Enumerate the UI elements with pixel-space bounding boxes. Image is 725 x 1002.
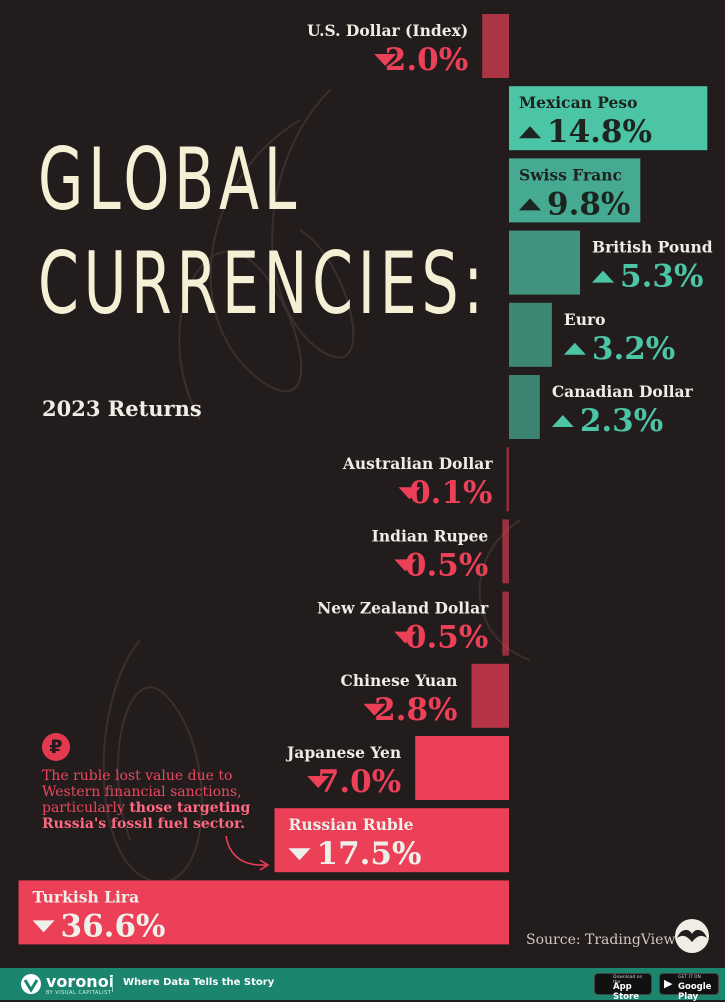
bar (509, 86, 708, 151)
bar (509, 302, 552, 367)
bar (471, 663, 509, 728)
category-label: British Pound (592, 238, 713, 257)
google-play-button[interactable]: ▶ GET IT ON Google Play (659, 973, 719, 1002)
bar-group: Chinese Yuan 2.8% (341, 663, 509, 728)
annotation-arrow-icon (225, 835, 270, 871)
bar (506, 447, 509, 512)
bar-group: Canadian Dollar 2.3% (509, 375, 694, 439)
category-label: Chinese Yuan (341, 671, 458, 690)
voronoi-logo-icon (21, 974, 41, 994)
chart-subtitle: 2023 Returns (42, 396, 202, 421)
bar-group: Russian Ruble 17.5% (274, 808, 509, 873)
value-label: 2.3% (580, 403, 663, 439)
category-label: Australian Dollar (342, 454, 493, 473)
value-label: 3.2% (592, 331, 675, 367)
bar-group: Turkish Lira 36.6% (18, 880, 510, 945)
bar (509, 158, 641, 223)
category-label: Mexican Peso (519, 93, 637, 112)
footer-bar: voronoi BY VISUAL CAPITALIST Where Data … (0, 968, 725, 1002)
footer-tagline: Where Data Tells the Story (123, 977, 275, 988)
bar-group: Japanese Yen 7.0% (285, 736, 509, 800)
category-label: Euro (564, 310, 606, 329)
bar (274, 808, 509, 873)
bar-group: Mexican Peso 14.8% (509, 86, 708, 151)
category-label: Canadian Dollar (552, 382, 694, 401)
category-label: New Zealand Dollar (317, 599, 489, 618)
chart-title: GLOBAL CURRENCIES: (38, 128, 488, 336)
app-store-small-label: Download on the (613, 975, 643, 985)
bar-group: U.S. Dollar (Index) 2.0% (307, 14, 509, 78)
down-arrow-icon (374, 54, 397, 66)
bar (509, 375, 540, 439)
bar-group: Indian Rupee 0.5% (372, 519, 509, 584)
down-arrow-icon (307, 776, 330, 788)
title-line-1: GLOBAL (38, 130, 302, 230)
bar-group: Australian Dollar 0.1% (342, 447, 509, 512)
bar-group: Euro 3.2% (509, 302, 675, 367)
up-arrow-icon (519, 198, 541, 211)
value-label: 14.8% (547, 114, 652, 150)
down-arrow-icon (394, 631, 417, 644)
up-arrow-icon (563, 342, 586, 355)
category-label: Japanese Yen (285, 743, 401, 762)
brand-name: voronoi (46, 972, 115, 991)
visual-capitalist-badge-icon (675, 919, 709, 953)
value-label: 17.5% (317, 836, 422, 872)
bar-group: New Zealand Dollar 0.5% (317, 591, 509, 656)
value-label: 9.8% (547, 186, 630, 222)
google-play-label: Google Play (678, 982, 712, 1002)
ruble-annotation: The ruble lost value due to Western fina… (42, 768, 282, 832)
ruble-icon: ₽ (42, 733, 70, 761)
bar (415, 736, 509, 800)
app-store-button[interactable]: Download on the App Store (594, 973, 652, 1002)
down-arrow-icon (394, 559, 417, 572)
category-label: Turkish Lira (33, 887, 140, 906)
source-label: Source: TradingView (526, 932, 676, 948)
play-icon: ▶ (664, 977, 673, 990)
value-label: 7.0% (318, 764, 401, 800)
bar (482, 14, 509, 78)
value-label: 2.8% (374, 692, 457, 728)
up-arrow-icon (592, 270, 615, 283)
category-label: U.S. Dollar (Index) (307, 21, 468, 40)
google-play-small-label: GET IT ON (678, 975, 701, 980)
value-label: 2.0% (385, 42, 468, 78)
category-label: Indian Rupee (372, 526, 489, 545)
annotation-bold-text: those targeting Russia's fossil fuel sec… (42, 800, 251, 832)
app-store-label: App Store (613, 982, 639, 1002)
value-label: 0.5% (405, 547, 488, 583)
down-arrow-icon (398, 487, 421, 500)
title-line-2: CURRENCIES: (38, 234, 488, 334)
brand-subtitle: BY VISUAL CAPITALIST (46, 990, 112, 996)
value-label: 36.6% (61, 908, 166, 944)
value-label: 0.5% (405, 620, 488, 656)
up-arrow-icon (519, 126, 541, 139)
footer-divider (112, 976, 113, 992)
category-label: Russian Ruble (289, 815, 414, 834)
bar-group: Swiss Franc 9.8% (509, 158, 641, 223)
bar (502, 591, 509, 656)
annotation-text: The ruble lost value due to Western fina… (42, 768, 242, 816)
bar (502, 519, 509, 584)
bar-group: British Pound 5.3% (509, 230, 713, 295)
down-arrow-icon (363, 703, 386, 716)
bar (509, 230, 581, 295)
down-arrow-icon (288, 848, 311, 861)
value-label: 0.1% (409, 475, 492, 511)
up-arrow-icon (551, 415, 574, 427)
value-label: 5.3% (620, 259, 703, 295)
down-arrow-icon (32, 920, 55, 933)
category-label: Swiss Franc (519, 165, 622, 184)
bar (18, 880, 510, 945)
